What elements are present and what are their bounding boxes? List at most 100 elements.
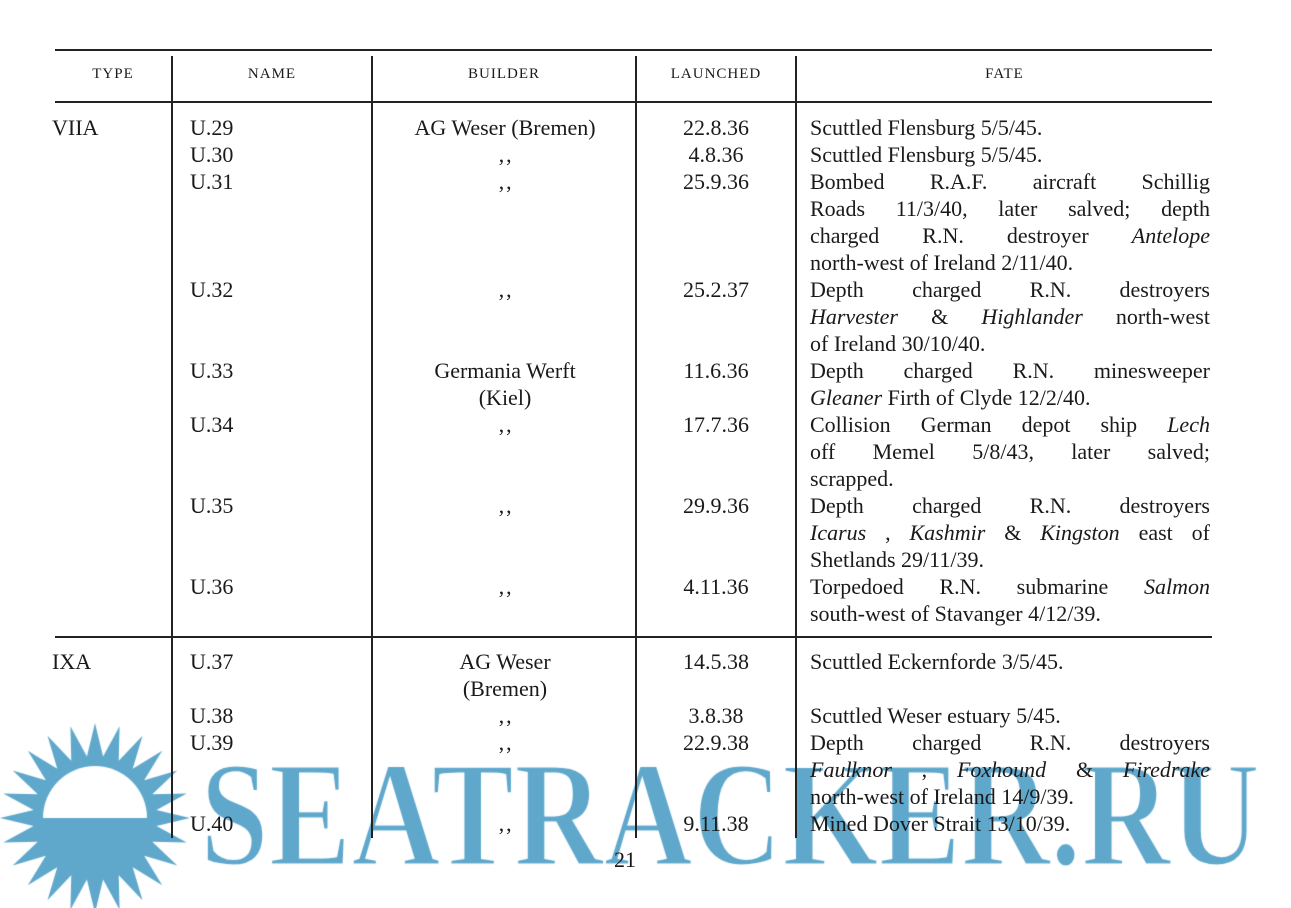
fate-cell: Depth charged R.N. destroyers Harvester & High… [810, 276, 1210, 357]
builder-line: ‚‚ [497, 169, 513, 194]
fate-cell: Depth charged R.N. minesweeper Gleaner Firth… [810, 357, 1210, 411]
column-divider [635, 56, 637, 838]
name-cell: U.33 [190, 358, 234, 383]
fate-cell: Depth charged R.N. destroyers Faulknor, Foxho… [810, 729, 1210, 810]
name-cell: U.37 [190, 649, 234, 674]
launched-cell: 3.8.38 [688, 703, 744, 728]
name-cell: U.38 [190, 703, 234, 728]
launched-cell: 22.8.36 [683, 115, 749, 140]
fate-line: Roads 11/3/40, later salved; depth [810, 196, 1210, 221]
header-name: NAME [247, 66, 297, 82]
fate-line: Depth charged R.N. minesweeper [810, 358, 1210, 383]
column-divider [171, 56, 173, 838]
builder-line: ‚‚ [497, 277, 513, 302]
column-divider [371, 56, 373, 838]
fate-line: Scuttled Flensburg 5/5/45. [810, 115, 1043, 140]
builder-cell: ‚‚ [374, 729, 636, 756]
launched-cell: 22.9.38 [683, 730, 749, 755]
builder-cell: ‚‚ [374, 276, 636, 303]
header-builder: BUILDER [468, 66, 540, 82]
fate-line: off Memel 5/8/43, later salved; [810, 439, 1210, 464]
launched-cell: 17.7.36 [683, 412, 749, 437]
header-launched: LAUNCHED [670, 66, 762, 82]
fate-line: Scuttled Weser estuary 5/45. [810, 703, 1061, 728]
fate-line: Bombed R.A.F. aircraft Schillig [810, 169, 1210, 194]
fate-line: Faulknor, Foxhound & Firedrake [810, 757, 1210, 782]
fate-cell: Scuttled Eckernforde 3/5/45. [810, 648, 1210, 675]
fate-line: Collision German depot ship Lech [810, 412, 1210, 437]
launched-cell: 9.11.38 [683, 811, 749, 836]
table-top-rule [55, 49, 1212, 51]
watermark-logo [0, 700, 1291, 908]
builder-cell: ‚‚ [374, 810, 636, 837]
fate-line: north-west of Ireland 2/11/40. [810, 250, 1074, 275]
name-cell: U.39 [190, 730, 234, 755]
column-divider [795, 56, 797, 838]
launched-cell: 4.8.36 [688, 142, 744, 167]
name-cell: U.34 [190, 412, 234, 437]
launched-cell: 29.9.36 [683, 493, 749, 518]
fate-cell: Torpedoed R.N. submarine Salmon south-west o… [810, 573, 1210, 627]
builder-line: AG Weser [459, 649, 551, 674]
launched-cell: 4.11.36 [683, 574, 749, 599]
builder-cell: ‚‚ [374, 168, 636, 195]
launched-cell: 25.9.36 [683, 169, 749, 194]
fate-line: Harvester & Highlander north-west [810, 304, 1210, 329]
builder-cell: AG Weser (Bremen) [374, 648, 636, 702]
builder-line: ‚‚ [497, 493, 513, 518]
fate-cell: Scuttled Weser estuary 5/45. [810, 702, 1210, 729]
fate-cell: Mined Dover Strait 13/10/39. [810, 810, 1210, 837]
fate-cell: Collision German depot ship Lech off Memel 5/8/… [810, 411, 1210, 492]
fate-cell: Scuttled Flensburg 5/5/45. [810, 114, 1210, 141]
builder-cell: ‚‚ [374, 141, 636, 168]
builder-cell: ‚‚ [374, 411, 636, 438]
fate-line: Mined Dover Strait 13/10/39. [810, 811, 1071, 836]
builder-line: Germania Werft [434, 358, 576, 383]
fate-line: scrapped. [810, 466, 894, 491]
builder-line: AG Weser (Bremen) [414, 115, 596, 140]
fate-line: south-west of Stavanger 4/12/39. [810, 601, 1101, 626]
header-rule [55, 101, 1212, 103]
name-cell: U.32 [190, 277, 234, 302]
builder-cell: Germania Werft (Kiel) [374, 357, 636, 411]
fate-line: charged R.N. destroyer Antelope [810, 223, 1210, 248]
builder-cell: ‚‚ [374, 492, 636, 519]
builder-line: ‚‚ [497, 412, 513, 437]
launched-cell: 11.6.36 [683, 358, 749, 383]
launched-cell: 14.5.38 [683, 649, 749, 674]
type-cell: VIIA [52, 115, 99, 140]
fate-line: of Ireland 30/10/40. [810, 331, 986, 356]
fate-line: Scuttled Eckernforde 3/5/45. [810, 649, 1064, 674]
type-cell: IXA [52, 649, 92, 674]
builder-cell: ‚‚ [374, 573, 636, 600]
name-cell: U.29 [190, 115, 234, 140]
name-cell: U.30 [190, 142, 234, 167]
fate-cell: Scuttled Flensburg 5/5/45. [810, 141, 1210, 168]
name-cell: U.40 [190, 811, 234, 836]
fate-cell: Depth charged R.N. destroyers Icarus, Kashmir… [810, 492, 1210, 573]
fate-cell: Bombed R.A.F. aircraft Schillig Roads 11/3/40… [810, 168, 1210, 276]
name-cell: U.36 [190, 574, 234, 599]
fate-line: Icarus, Kashmir & Kingston east of [810, 520, 1210, 545]
builder-line: ‚‚ [497, 730, 513, 755]
name-cell: U.31 [190, 169, 234, 194]
builder-line: ‚‚ [497, 811, 513, 836]
builder-line: (Bremen) [462, 676, 548, 701]
builder-line: ‚‚ [497, 703, 513, 728]
page-number: 21 [614, 847, 636, 872]
launched-cell: 25.2.37 [683, 277, 749, 302]
fate-line: north-west of Ireland 14/9/39. [810, 784, 1074, 809]
fate-line: Depth charged R.N. destroyers [810, 493, 1210, 518]
fate-line: Torpedoed R.N. submarine Salmon [810, 574, 1210, 599]
group-rule [55, 636, 1212, 638]
builder-cell: ‚‚ [374, 702, 636, 729]
fate-line: Scuttled Flensburg 5/5/45. [810, 142, 1043, 167]
header-type: TYPE [92, 66, 134, 82]
header-fate: FATE [985, 66, 1024, 82]
builder-line: ‚‚ [497, 142, 513, 167]
fate-line: Gleaner Firth of Clyde 12/2/40. [810, 385, 1091, 410]
builder-line: (Kiel) [478, 385, 532, 410]
name-cell: U.35 [190, 493, 234, 518]
builder-cell: AG Weser (Bremen) [374, 114, 636, 141]
fate-line: Shetlands 29/11/39. [810, 547, 984, 572]
